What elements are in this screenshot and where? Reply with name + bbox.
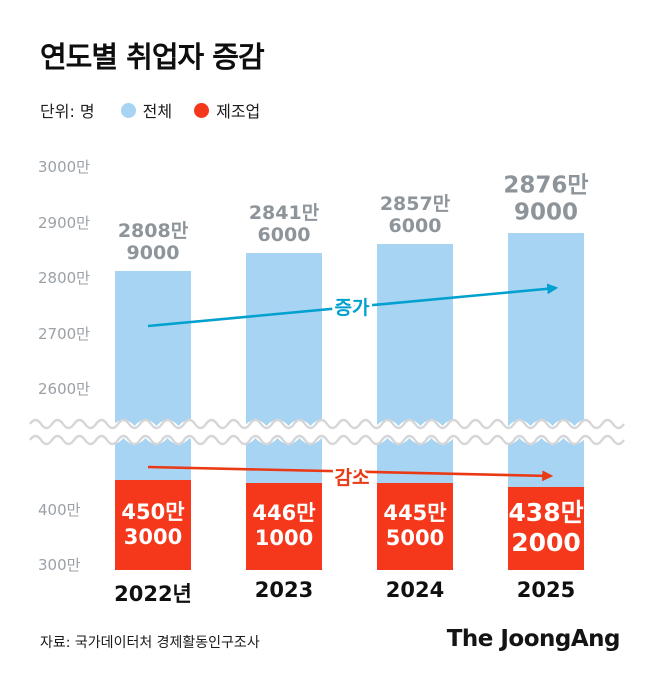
manufacturing-value-label: 450만 3000 (115, 480, 191, 570)
total-value-label: 2808만 9000 (73, 220, 233, 264)
svg-text:감소: 감소 (335, 467, 370, 489)
y-axis-tick: 400만 (38, 501, 81, 519)
label-line: 6000 (257, 223, 311, 246)
joongang-logo: The JoongAng (446, 626, 621, 652)
manufacturing-bar (246, 482, 322, 570)
y-axis-tick: 2800만 (38, 269, 90, 287)
source-text: 자료: 국가데이터처 경제활동인구조사 (40, 635, 260, 651)
manufacturing-value-label: 438만 2000 (508, 487, 584, 570)
legend-item-total: 전체 (120, 98, 173, 122)
label-line: 6000 (388, 215, 442, 237)
x-axis-label: 2024 (385, 578, 445, 602)
label-line: 2841만 (248, 201, 320, 224)
legend-item-manufacturing: 제조업 (194, 98, 260, 122)
label-line: 9000 (513, 199, 578, 226)
chart-title: 연도별 취업자 증감 (40, 40, 265, 74)
legend-dot-manufacturing-icon (194, 102, 210, 118)
label-line: 2876만 (503, 172, 589, 199)
label-line: 9000 (126, 242, 180, 265)
svg-text:증가: 증가 (335, 297, 370, 319)
label-line: 438만 (508, 498, 584, 528)
y-axis-tick: 300만 (38, 556, 81, 574)
total-value-label: 2841만 6000 (204, 202, 364, 246)
label-line: 2857만 (379, 192, 451, 215)
y-axis-tick: 2700만 (38, 324, 90, 343)
manufacturing-bar (508, 486, 584, 570)
label-line: 446만 (252, 501, 316, 526)
manufacturing-value-label: 446만 1000 (246, 483, 322, 570)
manufacturing-bar (115, 480, 191, 570)
unit-label: 단위: 명 (40, 102, 95, 121)
label-line: 5000 (385, 526, 445, 551)
label-line: 2000 (511, 528, 581, 558)
manufacturing-bar (377, 482, 453, 570)
y-axis-tick: 2600만 (38, 380, 90, 398)
x-axis-label: 2025 (516, 578, 576, 602)
legend-label-manufacturing: 제조업 (216, 102, 261, 121)
legend: 단위: 명 전체 제조업 (40, 98, 282, 122)
x-axis-label: 2023 (254, 578, 314, 602)
y-axis-tick: 3000만 (38, 158, 90, 176)
label-line: 1000 (254, 526, 314, 551)
total-value-label: 2857만 6000 (335, 193, 495, 237)
legend-label-total: 전체 (142, 102, 173, 121)
manufacturing-value-label: 445만 5000 (377, 483, 453, 570)
label-line: 450만 (121, 499, 185, 524)
label-line: 3000 (123, 525, 183, 550)
legend-dot-total-icon (120, 102, 136, 118)
label-line: 2808만 (117, 219, 189, 242)
x-axis-label: 2022년 (114, 582, 192, 606)
total-value-label: 2876만 9000 (466, 173, 626, 226)
y-axis-tick: 2900만 (38, 213, 90, 232)
label-line: 445만 (383, 501, 447, 526)
